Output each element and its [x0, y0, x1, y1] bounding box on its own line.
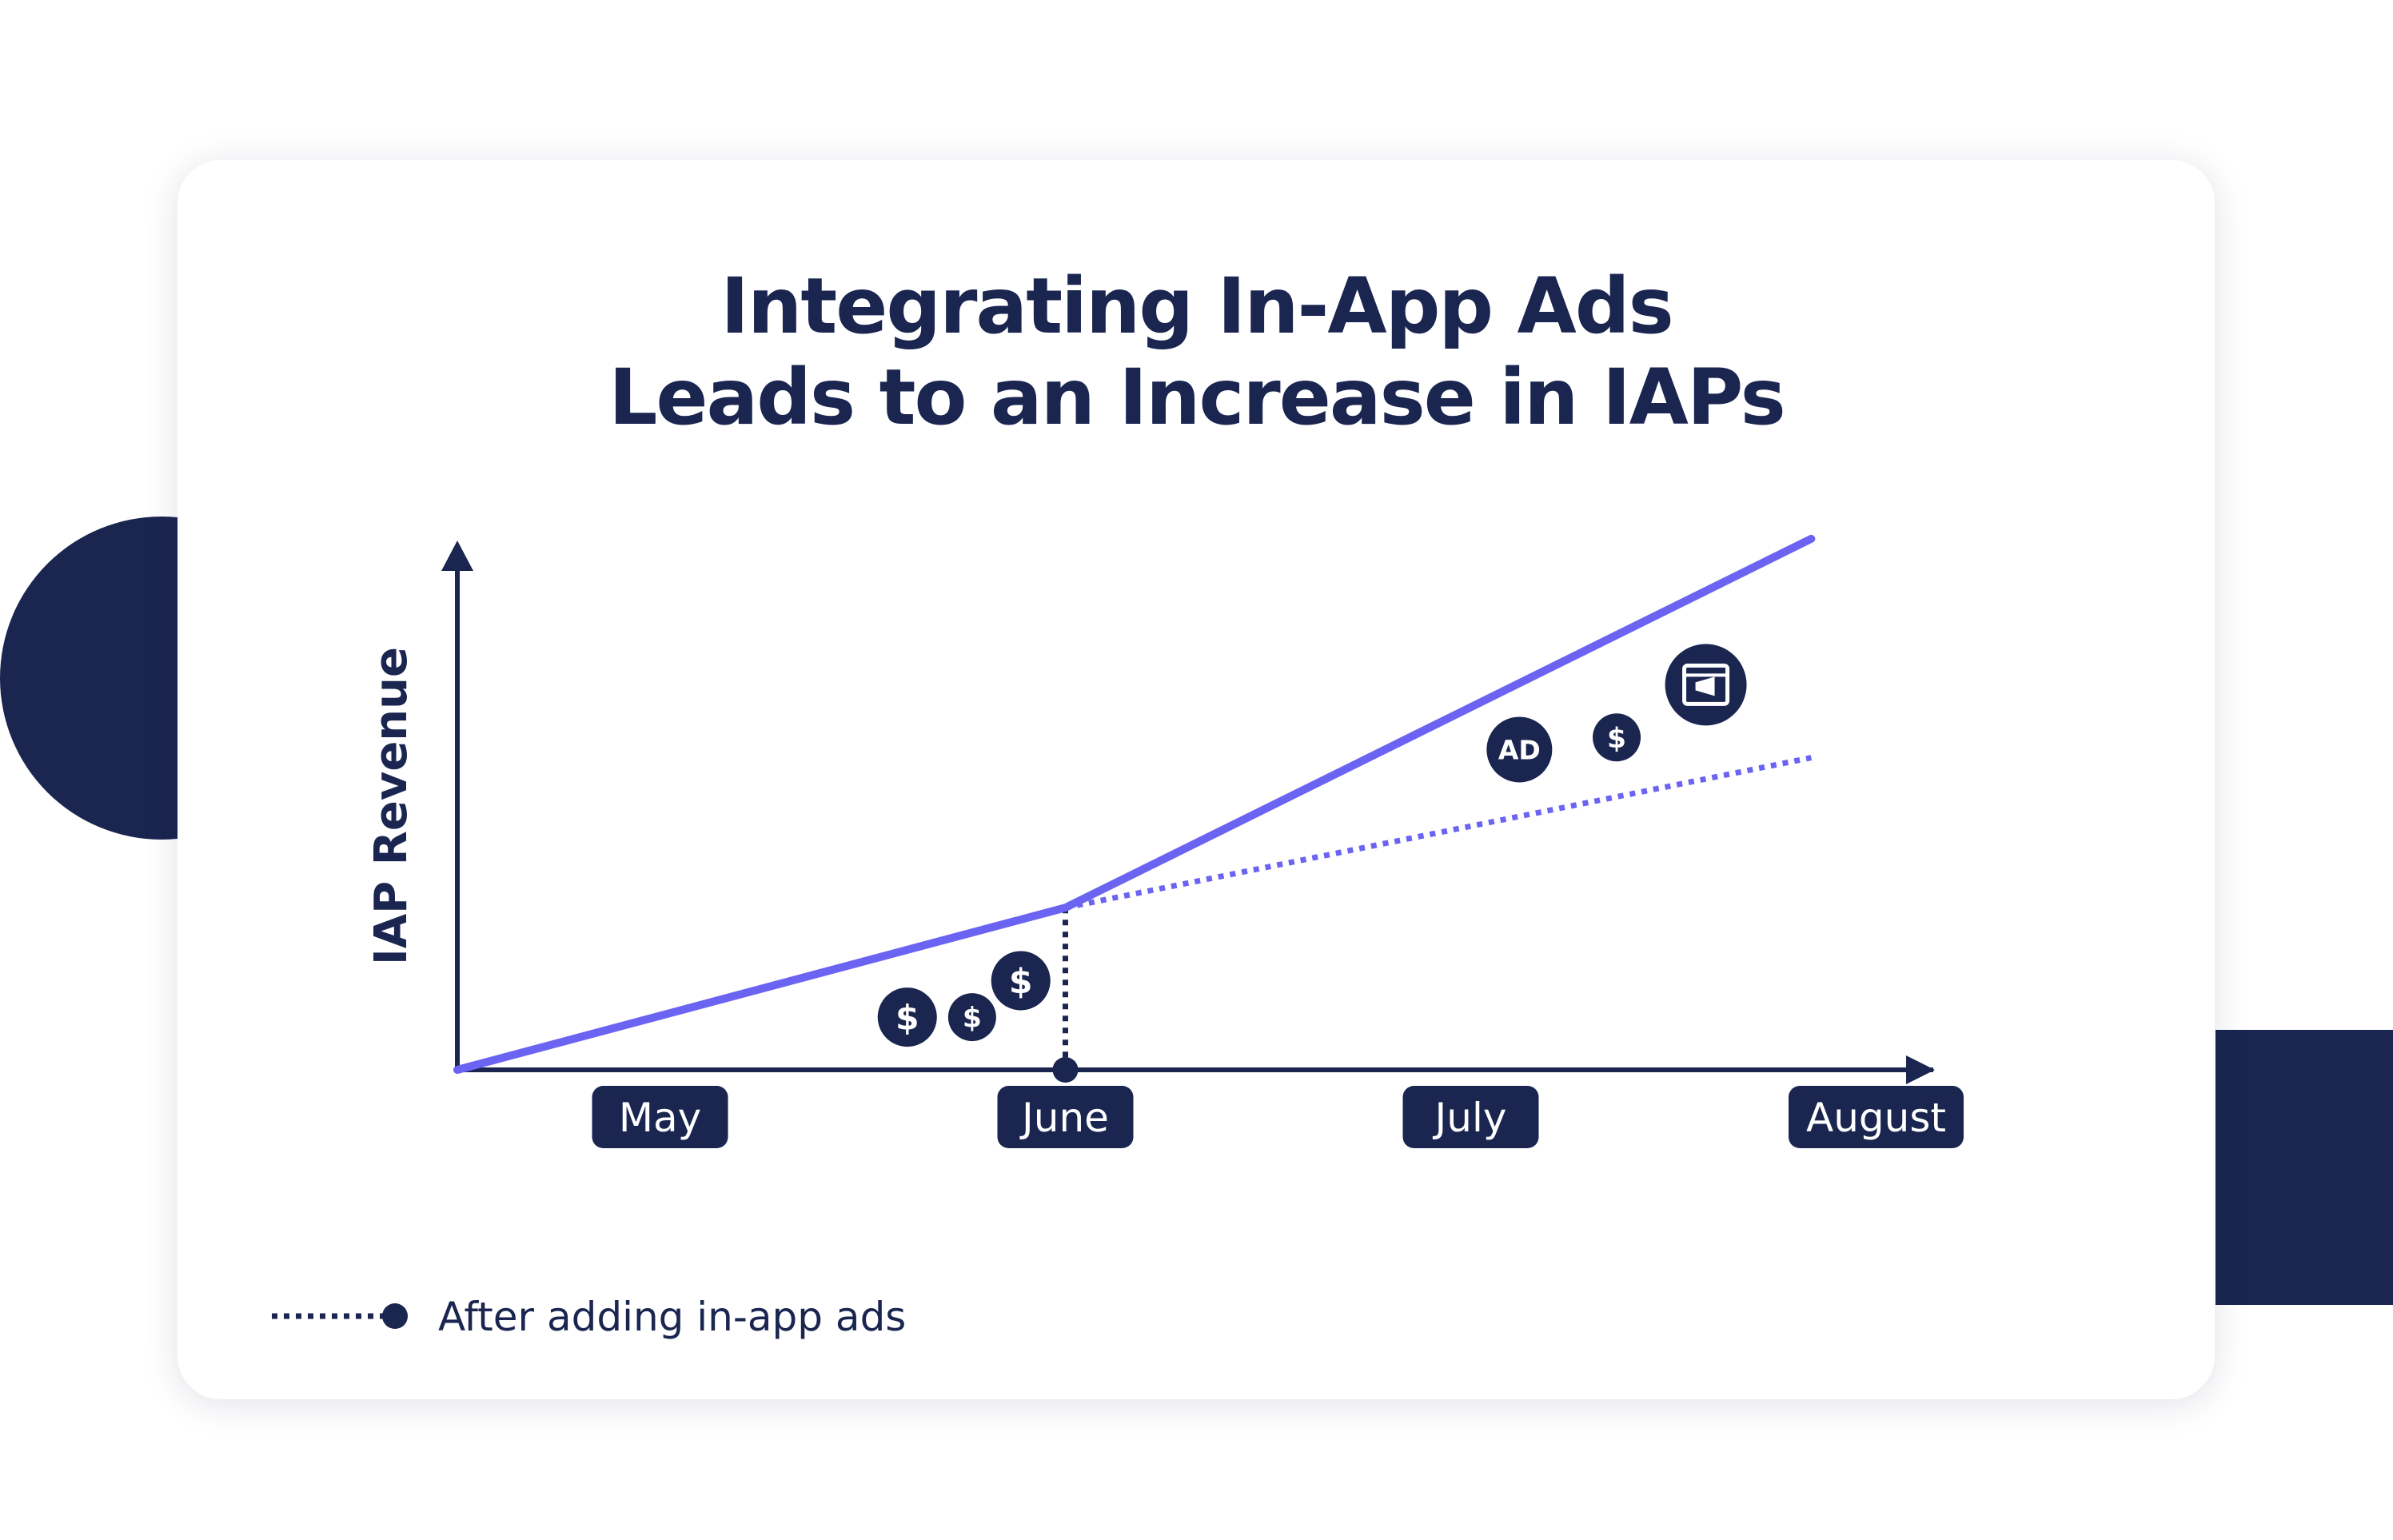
x-tick-label-pill: [1402, 1086, 1539, 1148]
megaphone-browser-icon-6: [1665, 644, 1747, 726]
dollar-icon-disc: [877, 987, 937, 1047]
y-axis-label: IAP Revenue: [365, 647, 417, 965]
ad-badge-icon-4: AD: [1486, 716, 1553, 783]
ad-badge-label: AD: [1498, 734, 1541, 765]
event-marker-dot: [1052, 1057, 1079, 1083]
dollar-icon-disc: [991, 951, 1051, 1011]
chart-title-line-1: Integrating In-App Ads: [720, 261, 1673, 351]
dollar-sign: $: [1607, 723, 1626, 755]
series-line-actual: [453, 534, 1816, 1074]
legend: After adding in-app ads: [272, 1294, 906, 1340]
x-tick-label-pill: [592, 1086, 728, 1148]
legend-label: After adding in-app ads: [438, 1294, 906, 1340]
y-axis-arrowhead: [441, 541, 473, 571]
x-tick-label-text: May: [619, 1095, 701, 1141]
ad-badge-disc: [1486, 716, 1553, 783]
megaphone-shape: [1695, 676, 1715, 696]
x-axis-arrowhead: [1906, 1055, 1935, 1084]
x-tick-label-may: May: [592, 1086, 728, 1148]
dollar-icon-disc: [1593, 713, 1641, 762]
dollar-sign: $: [1009, 963, 1033, 1002]
chart-card: [177, 160, 2215, 1399]
x-tick-label-text: August: [1806, 1095, 1946, 1141]
chart-title-line-2: Leads to an Increase in IAPs: [608, 353, 1786, 442]
dollar-icon-3: $: [991, 951, 1051, 1011]
chart-title: Integrating In-App Ads Leads to an Incre…: [0, 261, 2393, 443]
dollar-icon-5: $: [1593, 713, 1641, 762]
x-tick-label-august: August: [1789, 1086, 1964, 1148]
dollar-icon-1: $: [877, 987, 937, 1047]
legend-dot: [382, 1303, 408, 1329]
x-tick-label-pill: [997, 1086, 1134, 1148]
x-tick-label-text: July: [1433, 1095, 1507, 1141]
dollar-icon-disc: [947, 993, 996, 1042]
series-line-after: [1064, 755, 1813, 911]
x-tick-label-june: June: [997, 1086, 1134, 1148]
dollar-icon-2: $: [947, 993, 996, 1042]
browser-window-frame: [1682, 663, 1730, 706]
x-tick-label-text: June: [1019, 1095, 1109, 1141]
x-tick-label-pill: [1789, 1086, 1964, 1148]
x-tick-label-july: July: [1402, 1086, 1539, 1148]
decorative-block: [2216, 1030, 2393, 1305]
dollar-sign: $: [895, 999, 919, 1039]
dollar-sign: $: [963, 1003, 982, 1035]
